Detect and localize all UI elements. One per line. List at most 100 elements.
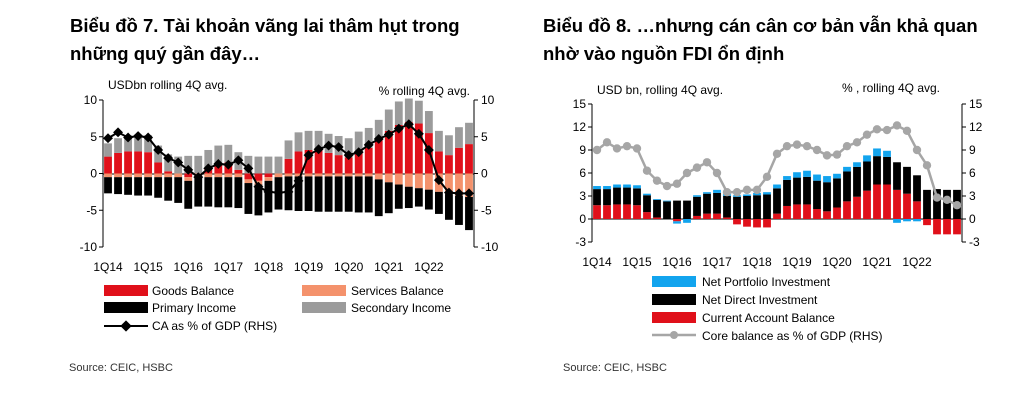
bar-primary xyxy=(374,179,383,217)
bar-services xyxy=(374,173,383,180)
bar-direct xyxy=(793,177,801,205)
bar-current xyxy=(833,207,841,219)
bar-current xyxy=(853,196,861,219)
left-tick-label: 10 xyxy=(84,93,98,107)
line-point xyxy=(303,150,314,161)
bar-secondary xyxy=(214,145,223,164)
bar-direct xyxy=(873,156,881,185)
line-point xyxy=(133,131,144,141)
line-point xyxy=(872,125,882,134)
left-tick-label: 9 xyxy=(579,143,586,157)
bar-secondary xyxy=(104,143,112,157)
line-point xyxy=(762,172,772,182)
bar-goods xyxy=(384,130,393,174)
bar-services xyxy=(244,179,253,184)
bar-portfolio xyxy=(683,219,691,223)
bar-primary xyxy=(144,177,153,196)
bar-current xyxy=(613,204,621,219)
bar-current xyxy=(793,204,801,219)
bar-primary xyxy=(194,177,203,207)
line-point xyxy=(203,163,214,174)
line-point xyxy=(692,163,702,172)
line-point xyxy=(592,145,602,155)
bar-services xyxy=(234,173,243,178)
chart8-legend-portfolio-swatch xyxy=(652,276,696,287)
bar-goods xyxy=(284,158,293,174)
line-point xyxy=(293,175,304,186)
bar-primary xyxy=(304,176,313,211)
line-point xyxy=(702,158,712,167)
bar-services xyxy=(224,173,233,178)
bar-goods xyxy=(364,147,373,174)
bar-primary xyxy=(204,177,213,207)
x-tick-label: 1Q14 xyxy=(582,255,612,269)
bar-primary xyxy=(154,177,163,198)
line-point xyxy=(233,155,244,166)
chart7-right-unit: % rolling 4Q avg. xyxy=(379,84,470,98)
line-point xyxy=(912,145,922,155)
bar-direct xyxy=(753,195,761,219)
bar-portfolio xyxy=(603,186,611,190)
bar-direct xyxy=(743,196,751,219)
chart7-title-line2: những quý gần đây… xyxy=(70,43,261,64)
bar-portfolio xyxy=(693,195,701,197)
bar-direct xyxy=(653,199,661,218)
bar-primary xyxy=(424,189,433,210)
right-tick-label: -3 xyxy=(969,235,980,249)
bar-portfolio xyxy=(823,176,831,183)
bar-direct xyxy=(693,196,701,216)
line-point xyxy=(792,140,802,149)
bar-current xyxy=(883,184,891,219)
bar-current xyxy=(933,219,941,235)
bar-current xyxy=(943,219,951,235)
bar-goods xyxy=(164,171,173,174)
bar-goods xyxy=(324,152,333,174)
bar-services xyxy=(274,173,283,178)
chart8-title-line2: nhờ vào nguồn FDI ổn định xyxy=(543,43,785,64)
bar-primary xyxy=(344,176,353,212)
x-tick-label: 1Q19 xyxy=(294,260,324,274)
line-point xyxy=(423,145,434,155)
line-point xyxy=(163,153,174,164)
bar-services xyxy=(364,173,373,177)
right-tick-label: 6 xyxy=(969,166,976,180)
bar-goods xyxy=(434,151,443,174)
bar-primary xyxy=(404,186,413,209)
chart8-title-line1: Biểu đồ 8. …nhưng cán cân cơ bản vẫn khả… xyxy=(543,15,978,36)
bar-direct xyxy=(643,195,651,213)
bar-services xyxy=(124,173,132,178)
line-point xyxy=(363,139,374,150)
bar-primary xyxy=(234,177,243,209)
bar-goods xyxy=(344,157,353,174)
left-tick-label: -5 xyxy=(86,203,97,217)
chart7-legend-secondary: Secondary Income xyxy=(351,301,451,315)
line-point xyxy=(652,176,662,185)
bar-secondary xyxy=(284,140,293,159)
chart7-title: Biểu đồ 7. Tài khoản vãng lai thâm hụt t… xyxy=(70,12,510,68)
bar-goods xyxy=(124,151,132,174)
line-point xyxy=(732,187,742,197)
bar-services xyxy=(424,173,433,190)
bar-primary xyxy=(164,177,173,201)
bar-current xyxy=(773,213,781,219)
bar-current xyxy=(593,205,601,219)
bar-services xyxy=(344,173,353,177)
bar-direct xyxy=(843,171,851,202)
bar-services xyxy=(144,173,153,178)
bar-direct xyxy=(733,196,741,219)
chart7-legend-goods-swatch xyxy=(104,285,148,296)
x-tick-label: 1Q16 xyxy=(174,260,204,274)
bar-direct xyxy=(593,189,601,206)
x-tick-label: 1Q22 xyxy=(902,255,932,269)
bar-secondary xyxy=(144,135,153,153)
bar-current xyxy=(843,201,851,219)
bar-direct xyxy=(823,182,831,212)
bar-current xyxy=(693,215,701,219)
bar-direct xyxy=(623,187,631,205)
bar-current xyxy=(893,189,901,219)
chart8-bars xyxy=(593,148,961,235)
line-point xyxy=(313,144,324,155)
bar-primary xyxy=(384,182,393,214)
line-point xyxy=(123,132,134,143)
bar-primary xyxy=(455,195,463,225)
